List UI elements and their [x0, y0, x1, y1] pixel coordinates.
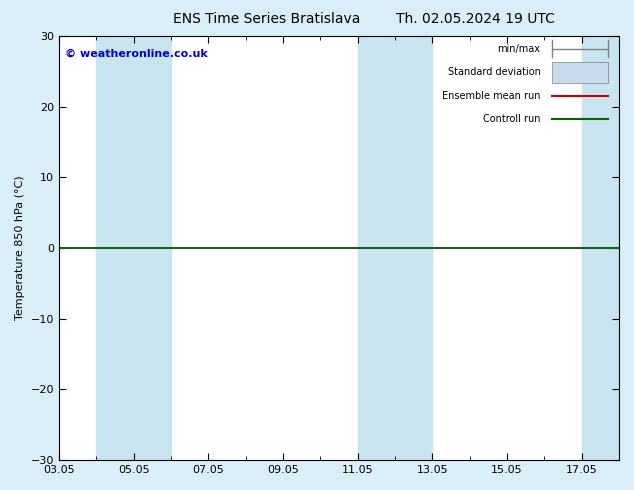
Bar: [581, 36, 619, 460]
Text: ENS Time Series Bratislava: ENS Time Series Bratislava: [172, 12, 360, 26]
Text: Th. 02.05.2024 19 UTC: Th. 02.05.2024 19 UTC: [396, 12, 555, 26]
Bar: [134, 36, 171, 460]
Text: min/max: min/max: [498, 44, 541, 54]
Bar: [395, 36, 432, 460]
Text: Controll run: Controll run: [483, 114, 541, 124]
Bar: [358, 36, 395, 460]
Text: Ensemble mean run: Ensemble mean run: [442, 91, 541, 100]
Bar: [96, 36, 134, 460]
Bar: [552, 62, 608, 83]
Y-axis label: Temperature 850 hPa (°C): Temperature 850 hPa (°C): [15, 176, 25, 320]
Text: Standard deviation: Standard deviation: [448, 67, 541, 77]
Text: © weatheronline.co.uk: © weatheronline.co.uk: [65, 49, 207, 59]
